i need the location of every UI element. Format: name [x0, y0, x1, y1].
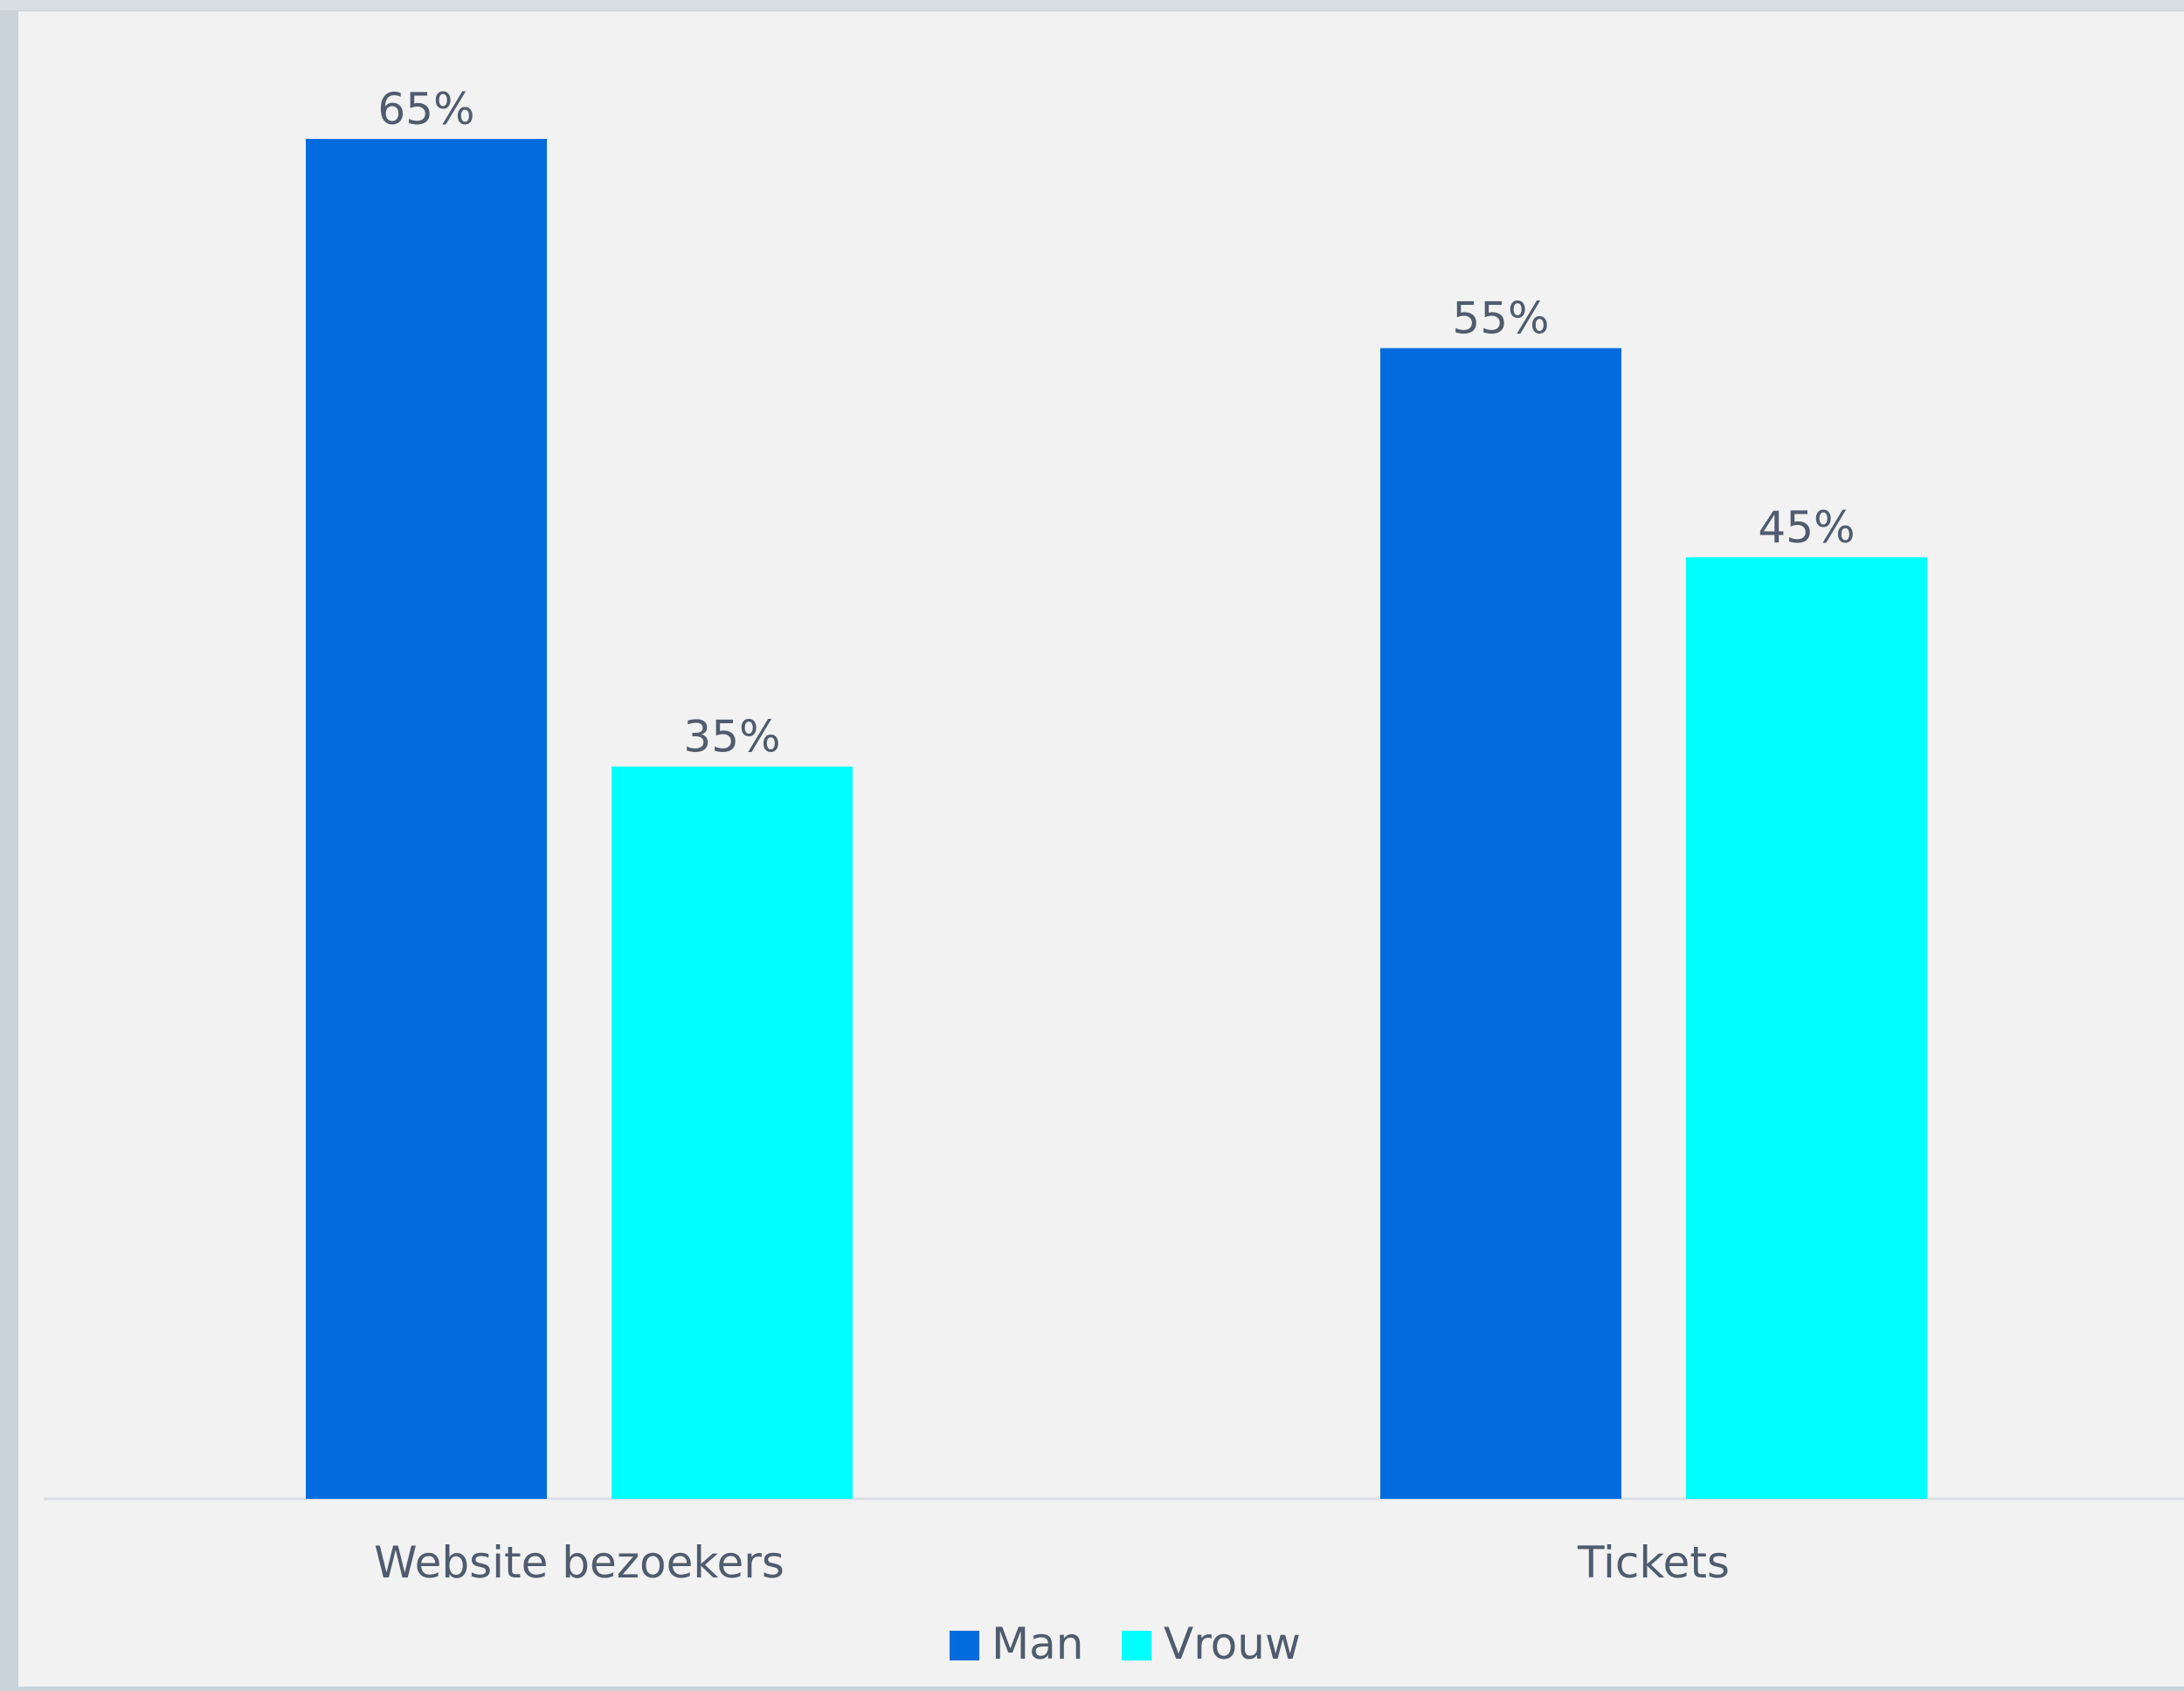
x-tick-label-website-bezoekers: Website bezoekers	[374, 1537, 784, 1588]
bar-vrouw-website-bezoekers	[612, 766, 853, 1499]
data-label-man-website-bezoekers: 65%	[377, 84, 474, 135]
data-label-man-tickets: 55%	[1452, 293, 1549, 344]
bar-man-website-bezoekers	[306, 139, 547, 1499]
data-label-vrouw-tickets: 45%	[1758, 502, 1855, 553]
bars-layer	[306, 139, 1927, 1499]
bar-chart: 65% 35% 55% 45% Website bezoekers Tickets Ma…	[44, 84, 2184, 1669]
legend-swatch-vrouw	[1122, 1631, 1151, 1660]
legend[interactable]: Man Vrouw	[950, 1619, 1301, 1669]
x-tick-labels: Website bezoekers Tickets	[374, 1537, 1730, 1588]
window-top-strip	[0, 0, 2184, 10]
bar-man-tickets	[1380, 348, 1621, 1499]
bar-vrouw-tickets	[1686, 557, 1927, 1499]
legend-label-man[interactable]: Man	[992, 1619, 1083, 1669]
x-tick-label-tickets: Tickets	[1577, 1537, 1730, 1588]
data-labels-layer: 65% 35% 55% 45%	[377, 84, 1855, 763]
legend-swatch-man	[950, 1631, 979, 1660]
data-label-vrouw-website-bezoekers: 35%	[683, 712, 780, 763]
chart-panel: 65% 35% 55% 45% Website bezoekers Tickets Ma…	[18, 11, 2184, 1687]
legend-label-vrouw[interactable]: Vrouw	[1164, 1619, 1301, 1669]
